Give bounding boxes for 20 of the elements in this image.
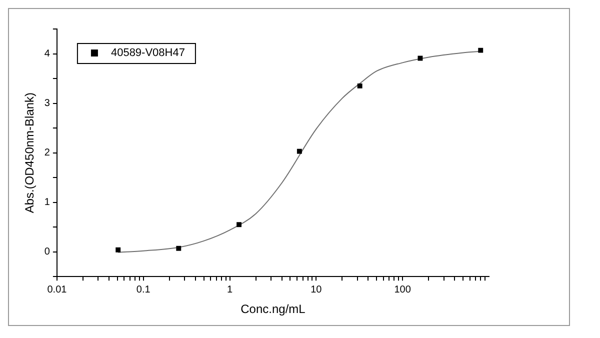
point — [357, 83, 362, 88]
y-tick-label: 1 — [44, 197, 50, 208]
x-tick-label: 0.01 — [47, 284, 68, 296]
point — [176, 246, 182, 251]
point — [116, 247, 121, 252]
point — [478, 48, 484, 53]
legend-label: 40589-V08H47 — [110, 47, 185, 60]
x-tick-label: 100 — [394, 284, 412, 296]
y-tick-label: 0 — [44, 246, 50, 258]
point — [236, 222, 242, 228]
x-axis-title: Conc.ng/mL — [240, 302, 306, 316]
y-axis-title: Abs.(OD450nm-Blank) — [22, 92, 37, 214]
point — [418, 56, 423, 61]
x-tick-label: 0.1 — [136, 284, 151, 296]
y-tick-label: 3 — [44, 98, 50, 110]
y-tick-label: 4 — [44, 48, 50, 60]
x-tick-label: 1 — [226, 284, 233, 296]
x-tick-label: 10 — [310, 284, 322, 296]
y-tick-label: 2 — [44, 148, 50, 159]
point — [296, 148, 302, 154]
